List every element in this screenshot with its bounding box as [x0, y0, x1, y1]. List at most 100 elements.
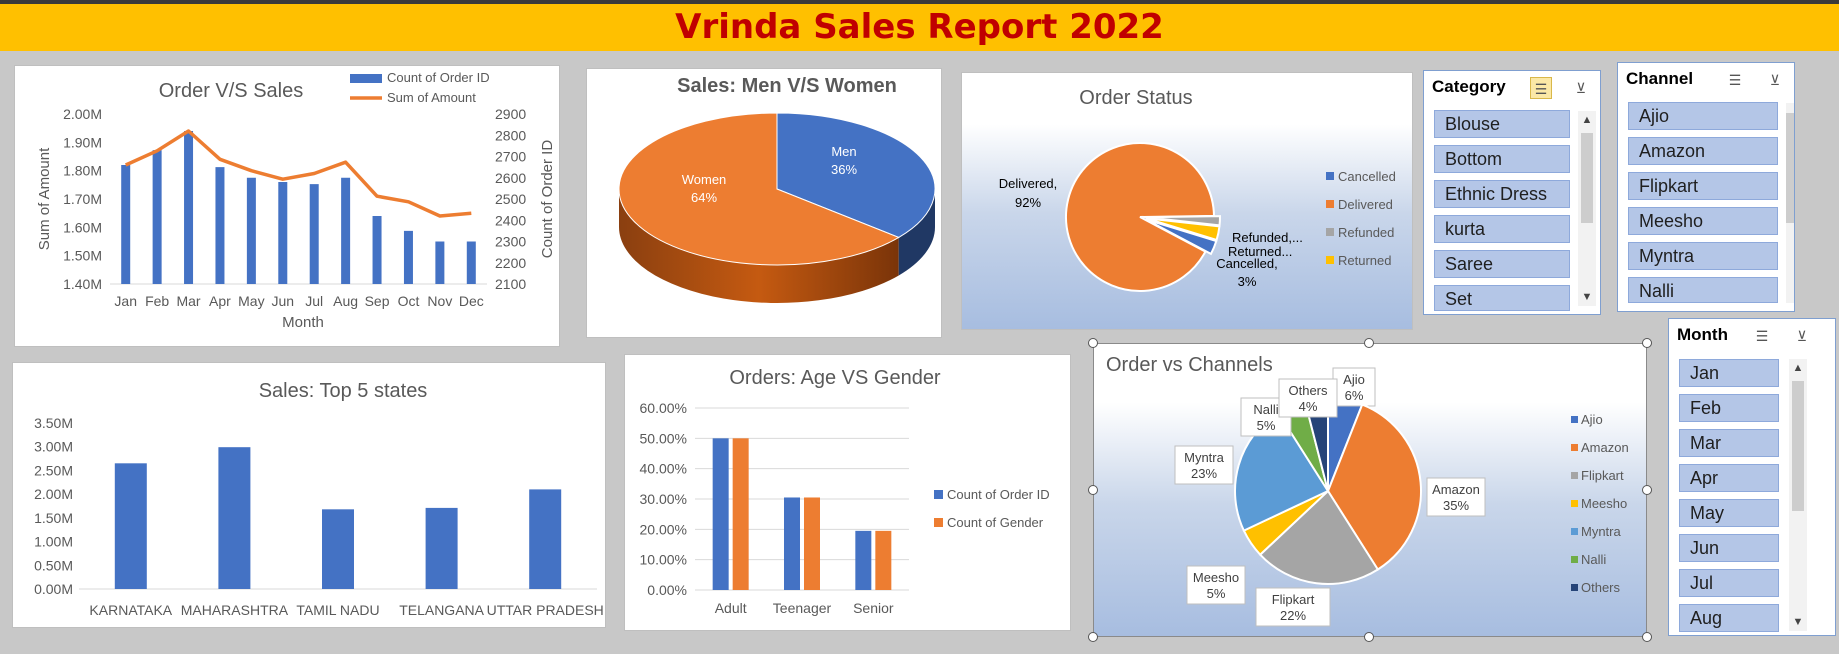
bar	[309, 184, 319, 284]
bar	[712, 438, 729, 590]
bar	[875, 530, 892, 590]
top-states-chart[interactable]: Sales: Top 5 states 0.00M 0.50M 1.00M 1.50M 2…	[12, 362, 606, 628]
slicer-item[interactable]: Jan	[1679, 359, 1779, 387]
data-label: Ajio	[1343, 372, 1365, 387]
scroll-up-icon[interactable]: ▲	[1581, 114, 1593, 126]
legend-swatch	[1571, 528, 1578, 535]
slicer-item[interactable]: Ajio	[1628, 102, 1778, 130]
slicer-item[interactable]: Jun	[1679, 534, 1779, 562]
category-slicer[interactable]: Category ☰ ⊻ Blouse Bottom Ethnic Dress …	[1423, 70, 1601, 315]
channel-slicer[interactable]: Channel ☰ ⊻ Ajio Amazon Flipkart Meesho …	[1617, 62, 1795, 312]
slicer-item[interactable]: Ethnic Dress	[1434, 180, 1570, 208]
age-gender-chart[interactable]: Orders: Age VS Gender 0.00% 10.00% 20.00% 30…	[624, 354, 1071, 631]
x-tick-label: UTTAR PRADESH	[487, 602, 604, 618]
multi-select-icon[interactable]: ☰	[1728, 72, 1742, 88]
y2-axis-label: Count of Order ID	[539, 140, 556, 259]
scrollbar[interactable]	[1786, 103, 1794, 303]
scroll-up-icon[interactable]: ▲	[1792, 362, 1804, 374]
legend-label: Refunded	[1338, 225, 1394, 240]
legend-label: Others	[1581, 580, 1621, 595]
slicer-item[interactable]: Blouse	[1434, 110, 1570, 138]
slicer-item[interactable]: Mar	[1679, 429, 1779, 457]
chart-title: Order Status	[1079, 87, 1192, 109]
month-slicer[interactable]: Month ☰ ⊻ Jan Feb Mar Apr May Jun Jul Au…	[1668, 318, 1836, 636]
resize-handle[interactable]	[1364, 338, 1374, 348]
slicer-item[interactable]: May	[1679, 499, 1779, 527]
legend-label: Count of Order ID	[947, 487, 1050, 502]
bar	[218, 447, 251, 589]
data-label: 92%	[1015, 195, 1041, 210]
pie-side-men	[898, 189, 935, 276]
clear-filter-icon[interactable]: ⊻	[1796, 328, 1808, 344]
scroll-down-icon[interactable]: ▼	[1581, 291, 1593, 303]
data-label: Delivered,	[999, 176, 1058, 191]
slicer-item[interactable]: Nalli	[1628, 277, 1778, 303]
y-tick-label: 60.00%	[640, 400, 687, 416]
resize-handle[interactable]	[1364, 632, 1374, 642]
resize-handle[interactable]	[1642, 632, 1652, 642]
slicer-item[interactable]: Flipkart	[1628, 172, 1778, 200]
clear-filter-icon[interactable]: ⊻	[1575, 80, 1587, 96]
slicer-item[interactable]: Meesho	[1628, 207, 1778, 235]
slicer-item[interactable]: Amazon	[1628, 137, 1778, 165]
slicer-item[interactable]: Myntra	[1628, 242, 1778, 270]
data-label-box	[1186, 565, 1246, 605]
slicer-item[interactable]: Bottom	[1434, 145, 1570, 173]
pie-slice	[1326, 403, 1422, 571]
x-tick-label: Feb	[145, 293, 169, 309]
legend-swatch	[934, 490, 943, 499]
data-label: 4%	[1299, 399, 1318, 414]
scroll-down-icon[interactable]: ▼	[1792, 616, 1804, 628]
x-tick-label: Apr	[209, 293, 231, 309]
pie-slice	[1258, 489, 1380, 585]
data-label: Refunded,...	[1232, 230, 1303, 245]
x-tick-label: Aug	[333, 293, 358, 309]
y2-tick-label: 2600	[495, 170, 526, 186]
x-tick-label: Teenager	[773, 600, 832, 616]
bar	[184, 131, 194, 284]
x-tick-label: Dec	[459, 293, 484, 309]
x-tick-label: KARNATAKA	[89, 602, 172, 618]
channels-chart[interactable]: Order vs Channels Ajio 6% Amazon 35% Flipkart…	[1093, 343, 1647, 637]
slicer-item[interactable]: Saree	[1434, 250, 1570, 278]
y-tick-label: 2.50M	[34, 462, 73, 478]
scroll-thumb[interactable]	[1581, 133, 1593, 223]
order-vs-sales-chart[interactable]: Order V/S Sales 1.40M 1.50M 1.60M 1.70M 1.80M…	[14, 65, 560, 347]
slicer-item[interactable]: kurta	[1434, 215, 1570, 243]
slicer-item[interactable]: Set	[1434, 285, 1570, 311]
legend-label: Flipkart	[1581, 468, 1624, 483]
legend-swatch	[1326, 200, 1334, 208]
multi-select-icon[interactable]: ☰	[1530, 77, 1552, 99]
y-tick-label: 1.80M	[63, 163, 102, 179]
pie-side-women	[619, 189, 899, 303]
men-women-chart[interactable]: Sales: Men V/S Women Men 36% Women 64%	[586, 68, 942, 338]
scroll-thumb[interactable]	[1792, 381, 1804, 511]
slicer-item[interactable]: Apr	[1679, 464, 1779, 492]
multi-select-icon[interactable]: ☰	[1755, 328, 1769, 344]
y-tick-label: 1.60M	[63, 219, 102, 235]
resize-handle[interactable]	[1088, 485, 1098, 495]
y-tick-label: 30.00%	[640, 491, 687, 507]
scroll-thumb[interactable]	[1786, 113, 1794, 223]
legend-label: Nalli	[1581, 552, 1606, 567]
slicer-item[interactable]: Feb	[1679, 394, 1779, 422]
x-tick-label: Adult	[715, 600, 747, 616]
clear-filter-icon[interactable]: ⊻	[1769, 72, 1781, 88]
resize-handle[interactable]	[1642, 338, 1652, 348]
data-label-box	[1332, 367, 1376, 407]
resize-handle[interactable]	[1088, 632, 1098, 642]
y-tick-label: 1.50M	[63, 248, 102, 264]
slicer-item[interactable]: Aug	[1679, 604, 1779, 632]
slicer-item[interactable]: Jul	[1679, 569, 1779, 597]
y-tick-label: 40.00%	[640, 461, 687, 477]
y-tick-label: 3.50M	[34, 415, 73, 431]
order-status-chart[interactable]: Order Status Delivered, 92% Refunded,... Ret…	[961, 72, 1413, 330]
resize-handle[interactable]	[1088, 338, 1098, 348]
data-label: 22%	[1280, 608, 1306, 623]
resize-handle[interactable]	[1642, 485, 1652, 495]
scrollbar[interactable]: ▲ ▼	[1789, 359, 1807, 631]
y-tick-label: 20.00%	[640, 521, 687, 537]
scrollbar[interactable]: ▲ ▼	[1578, 111, 1596, 306]
x-tick-label: Jul	[305, 293, 323, 309]
legend-swatch	[1571, 444, 1578, 451]
